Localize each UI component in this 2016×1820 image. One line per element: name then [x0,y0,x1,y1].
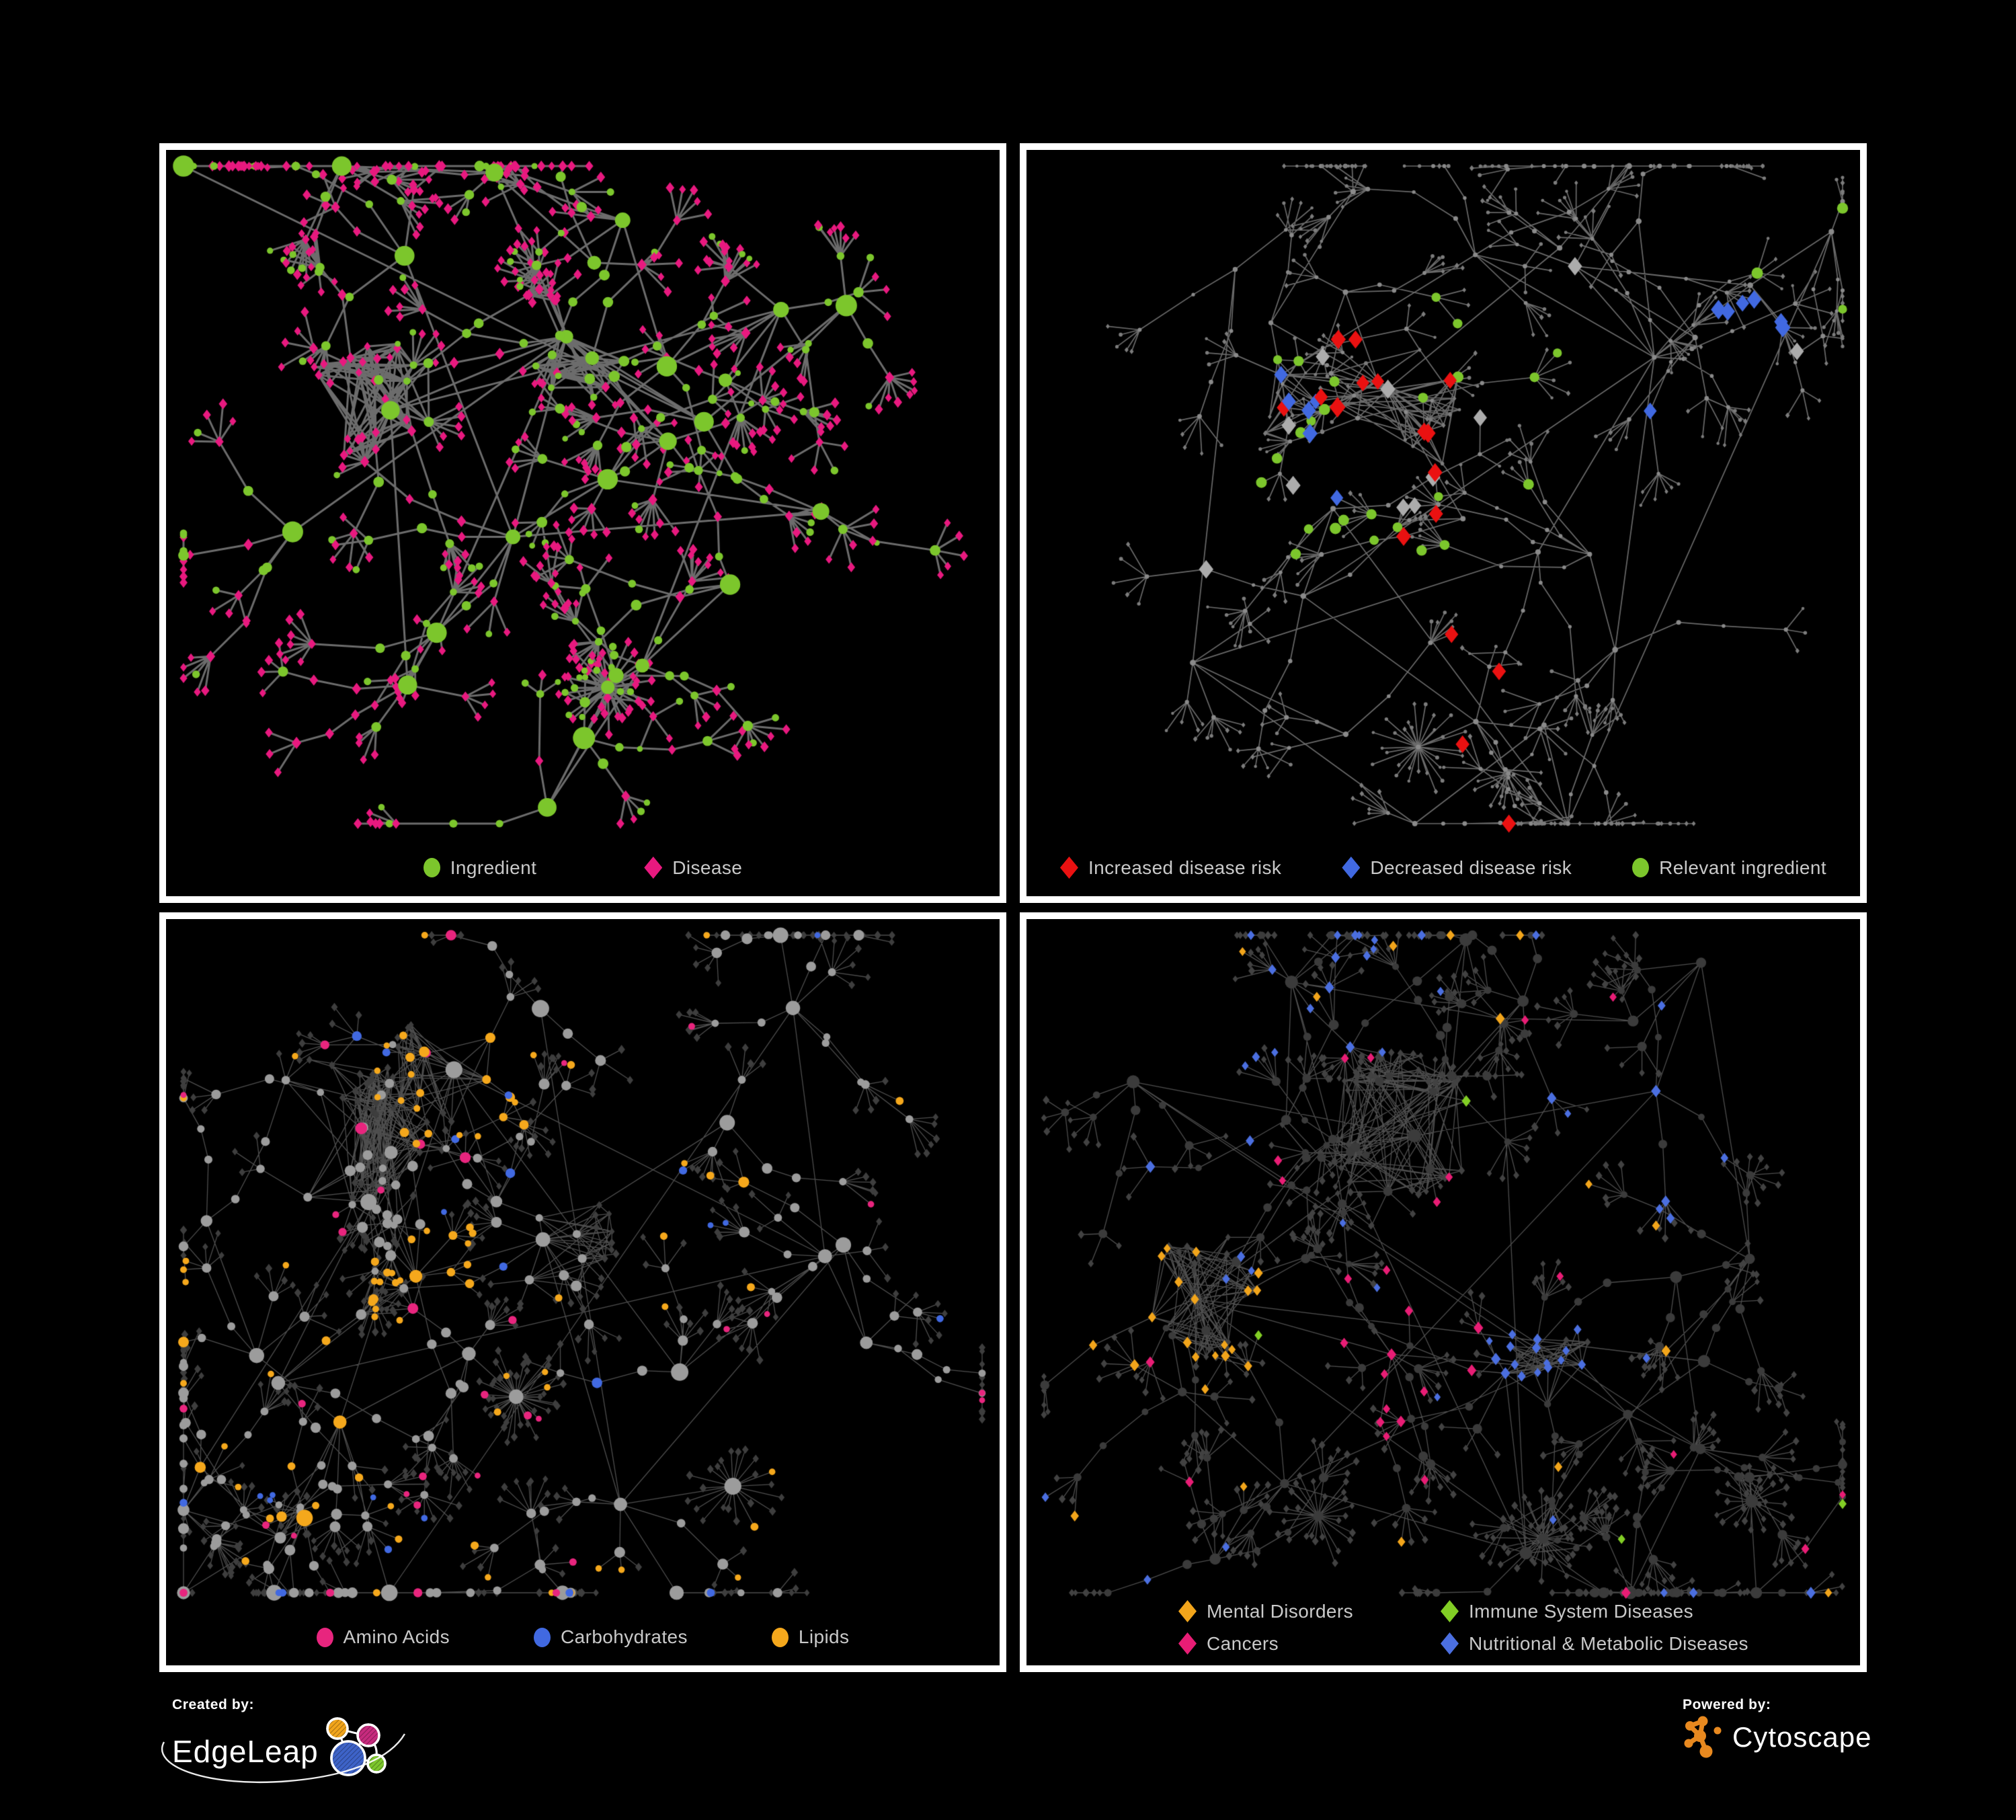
cytoscape-logo-icon [1684,1716,1722,1758]
panel-ingredient-class-network: Amino Acids Carbohydrates Lipids [159,912,1006,1672]
network-canvas [1026,150,1860,896]
legend-marker-circle [771,1627,789,1647]
legend-label: Carbohydrates [561,1626,688,1647]
legend-item: Relevant ingredient [1632,857,1826,879]
legend-item: Disease [644,857,742,879]
legend-label: Nutritional & Metabolic Diseases [1469,1632,1748,1654]
legend-marker-diamond [1441,1632,1459,1655]
legend-marker-diamond [1059,857,1078,879]
legend: Mental Disorders Immune System Diseases Ca… [1178,1600,1748,1655]
legend-label: Lipids [798,1626,850,1647]
legend: Ingredient Disease [166,857,1000,879]
created-by-label: Created by: [172,1697,255,1712]
legend-label: Cancers [1207,1632,1279,1654]
legend-label: Disease [672,857,743,878]
edgeleap-brand-name: EdgeLeap [172,1734,319,1769]
legend-item: Amino Acids [316,1626,450,1648]
legend-item: Increased disease risk [1059,857,1282,879]
legend-marker-diamond [1178,1632,1197,1655]
legend-label: Relevant ingredient [1659,857,1827,878]
legend-label: Decreased disease risk [1370,857,1572,878]
cytoscape-brand-name: Cytoscape [1732,1721,1872,1753]
legend-label: Immune System Diseases [1469,1600,1694,1622]
panel-disease-risk-network: Increased disease risk Decreased disease … [1020,143,1867,903]
legend-marker-circle [423,858,440,877]
powered-by-block: Powered by: Cytosc [1683,1697,1871,1759]
legend-marker-diamond [1342,857,1361,879]
edgeleap-logo-icon [326,1717,387,1776]
legend-marker-circle [534,1627,551,1647]
legend-item: Lipids [771,1626,850,1648]
legend-item: Cancers [1178,1632,1441,1655]
legend: Increased disease risk Decreased disease … [1026,857,1860,879]
powered-by-label: Powered by: [1683,1697,1771,1712]
network-canvas [1026,919,1860,1665]
legend-label: Ingredient [450,857,537,878]
legend-marker-diamond [1441,1600,1459,1622]
legend-label: Mental Disorders [1207,1600,1354,1622]
legend-item: Nutritional & Metabolic Diseases [1441,1632,1748,1655]
legend-item: Carbohydrates [534,1626,688,1648]
legend-marker-circle [1632,858,1650,877]
legend-item: Ingredient [423,857,537,879]
legend-item: Mental Disorders [1178,1600,1441,1622]
legend-marker-diamond [1178,1600,1197,1622]
legend-marker-circle [316,1627,333,1647]
panel-disease-class-network: Mental Disorders Immune System Diseases Ca… [1020,912,1867,1672]
legend-label: Increased disease risk [1088,857,1282,878]
legend-marker-diamond [644,857,663,879]
legend-label: Amino Acids [343,1626,450,1647]
panel-ingredient-disease-network: Ingredient Disease [159,143,1006,903]
network-canvas [166,150,1000,896]
legend-item: Immune System Diseases [1441,1600,1748,1622]
network-canvas [166,919,1000,1665]
created-by-block: Created by: EdgeLeap [161,1697,406,1789]
legend: Amino Acids Carbohydrates Lipids [166,1626,1000,1648]
legend-item: Decreased disease risk [1342,857,1572,879]
